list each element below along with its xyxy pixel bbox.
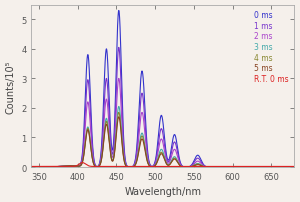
- 4 ms: [75, 165, 79, 167]
- 2 ms: [117, 78, 121, 80]
- Line: R.T. 0 ms: R.T. 0 ms: [31, 163, 294, 167]
- R.T. 0 ms: [259, 165, 263, 168]
- 1 ms: [75, 165, 79, 167]
- 5 ms: [259, 166, 263, 168]
- 4 ms: [29, 166, 33, 168]
- 0 ms: [130, 165, 134, 168]
- Line: 1 ms: 1 ms: [31, 48, 294, 167]
- 2 ms: [288, 166, 291, 168]
- 3 ms: [117, 106, 121, 108]
- R.T. 0 ms: [60, 165, 63, 168]
- 3 ms: [75, 165, 79, 167]
- 4 ms: [288, 166, 291, 168]
- R.T. 0 ms: [75, 164, 79, 167]
- 3 ms: [259, 166, 263, 168]
- 0 ms: [292, 166, 296, 168]
- R.T. 0 ms: [142, 165, 146, 168]
- 4 ms: [142, 140, 146, 142]
- 5 ms: [130, 166, 134, 168]
- 2 ms: [130, 166, 134, 168]
- 2 ms: [259, 166, 263, 168]
- 0 ms: [29, 166, 33, 168]
- 0 ms: [259, 166, 263, 168]
- 0 ms: [75, 165, 79, 167]
- Line: 2 ms: 2 ms: [31, 79, 294, 167]
- R.T. 0 ms: [292, 165, 296, 168]
- 1 ms: [259, 166, 263, 168]
- Line: 4 ms: 4 ms: [31, 113, 294, 167]
- 2 ms: [75, 165, 79, 167]
- 1 ms: [292, 166, 296, 168]
- 3 ms: [29, 166, 33, 168]
- 2 ms: [29, 166, 33, 168]
- 4 ms: [292, 166, 296, 168]
- 1 ms: [60, 165, 63, 168]
- 0 ms: [142, 85, 146, 88]
- 4 ms: [259, 166, 263, 168]
- R.T. 0 ms: [288, 165, 291, 168]
- R.T. 0 ms: [130, 165, 134, 168]
- Legend: 0 ms, 1 ms, 2 ms, 3 ms, 4 ms, 5 ms, R.T. 0 ms: 0 ms, 1 ms, 2 ms, 3 ms, 4 ms, 5 ms, R.T.…: [242, 9, 291, 85]
- 3 ms: [60, 165, 63, 168]
- 3 ms: [292, 166, 296, 168]
- 1 ms: [288, 166, 291, 168]
- 3 ms: [142, 138, 146, 140]
- 4 ms: [130, 166, 134, 168]
- 0 ms: [117, 10, 121, 13]
- 5 ms: [288, 166, 291, 168]
- 3 ms: [288, 166, 291, 168]
- X-axis label: Wavelength/nm: Wavelength/nm: [124, 186, 201, 197]
- R.T. 0 ms: [29, 165, 33, 168]
- 5 ms: [142, 142, 146, 145]
- 2 ms: [142, 120, 146, 123]
- 1 ms: [142, 104, 146, 106]
- 5 ms: [75, 165, 79, 167]
- Line: 5 ms: 5 ms: [31, 117, 294, 167]
- 1 ms: [130, 166, 134, 168]
- 2 ms: [292, 166, 296, 168]
- R.T. 0 ms: [81, 162, 84, 164]
- 3 ms: [130, 166, 134, 168]
- 1 ms: [29, 166, 33, 168]
- 5 ms: [292, 166, 296, 168]
- 0 ms: [60, 165, 63, 168]
- 0 ms: [288, 166, 291, 168]
- 4 ms: [60, 165, 63, 168]
- 2 ms: [60, 165, 63, 168]
- 1 ms: [117, 47, 121, 49]
- 4 ms: [117, 112, 121, 114]
- Y-axis label: Counts/10⁵: Counts/10⁵: [6, 60, 16, 113]
- 5 ms: [117, 116, 121, 118]
- 5 ms: [29, 166, 33, 168]
- 5 ms: [60, 165, 63, 168]
- Line: 3 ms: 3 ms: [31, 107, 294, 167]
- Line: 0 ms: 0 ms: [31, 11, 294, 167]
